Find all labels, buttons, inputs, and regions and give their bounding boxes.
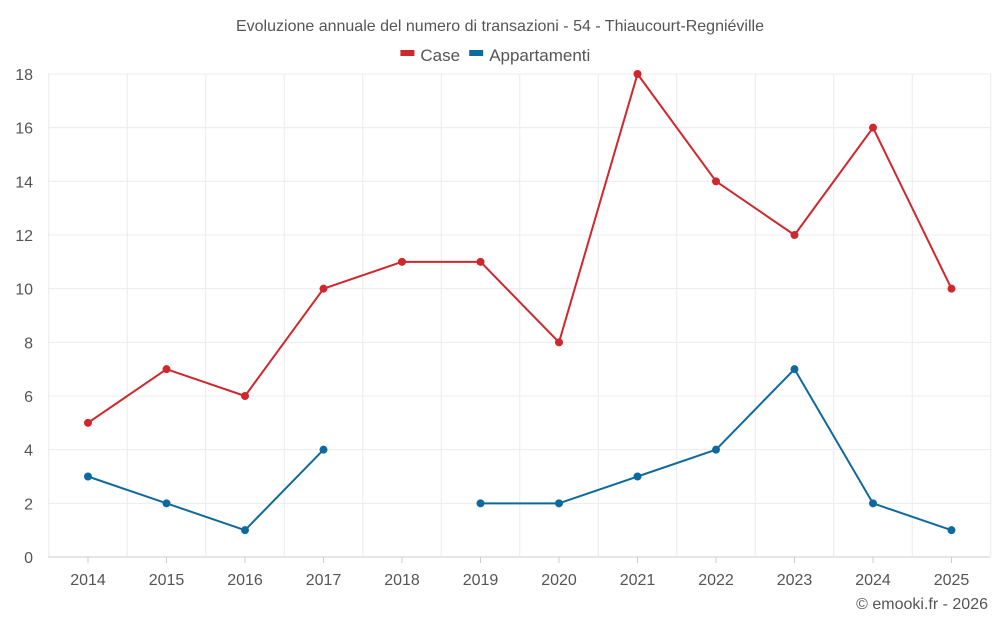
data-point-case[interactable] xyxy=(398,257,406,266)
legend-label: Appartamenti xyxy=(489,46,590,65)
data-point-case[interactable] xyxy=(712,177,720,186)
data-point-case[interactable] xyxy=(84,418,92,427)
y-tick-label: 12 xyxy=(15,228,33,245)
x-tick-label: 2022 xyxy=(698,572,734,589)
series-appartamenti xyxy=(84,365,956,535)
y-tick-label: 18 xyxy=(15,67,33,84)
legend-swatch xyxy=(469,50,484,56)
data-point-case[interactable] xyxy=(947,284,956,293)
y-tick-label: 10 xyxy=(15,282,33,299)
credit-text: © emooki.fr - 2026 xyxy=(856,596,988,613)
series-layer xyxy=(84,70,956,535)
x-tick-label: 2020 xyxy=(541,572,577,589)
data-point-case[interactable] xyxy=(476,257,485,266)
data-point-appartamenti[interactable] xyxy=(84,472,92,481)
series-case xyxy=(84,70,956,427)
chart-title: Evoluzione annuale del numero di transaz… xyxy=(236,18,764,35)
data-point-appartamenti[interactable] xyxy=(476,499,485,508)
data-point-case[interactable] xyxy=(241,392,249,400)
x-tick-label: 2015 xyxy=(149,572,185,589)
x-axis: 2014 2015 2016 2017 2018 2019 2020 2021 2022 2023… xyxy=(70,557,969,589)
y-tick-label: 14 xyxy=(15,174,33,191)
data-point-appartamenti[interactable] xyxy=(162,499,171,508)
x-tick-label: 2025 xyxy=(934,572,970,589)
x-tick-label: 2021 xyxy=(620,572,656,589)
y-tick-label: 4 xyxy=(24,443,33,460)
data-point-appartamenti[interactable] xyxy=(947,526,956,535)
grid xyxy=(48,73,992,558)
data-point-case[interactable] xyxy=(319,284,328,293)
legend: Case Appartamenti xyxy=(400,46,590,65)
legend-item-appartamenti[interactable]: Appartamenti xyxy=(469,46,590,65)
data-point-appartamenti[interactable] xyxy=(712,445,720,454)
y-tick-label: 0 xyxy=(24,550,33,567)
data-point-case[interactable] xyxy=(633,70,642,78)
legend-label: Case xyxy=(420,46,460,65)
data-point-appartamenti[interactable] xyxy=(790,365,799,374)
data-point-appartamenti[interactable] xyxy=(633,472,642,481)
x-tick-label: 2016 xyxy=(227,572,263,589)
legend-swatch xyxy=(400,50,415,56)
x-tick-label: 2024 xyxy=(855,572,891,589)
data-point-appartamenti[interactable] xyxy=(241,526,249,535)
legend-item-case[interactable]: Case xyxy=(400,46,460,65)
data-point-appartamenti[interactable] xyxy=(319,445,328,454)
y-tick-label: 2 xyxy=(24,496,33,513)
y-tick-label: 8 xyxy=(24,335,33,352)
data-point-case[interactable] xyxy=(162,365,171,374)
data-point-case[interactable] xyxy=(790,231,799,239)
y-tick-label: 6 xyxy=(24,389,33,406)
data-point-case[interactable] xyxy=(869,123,877,132)
x-tick-label: 2019 xyxy=(463,572,499,589)
x-tick-label: 2017 xyxy=(306,572,342,589)
x-tick-label: 2014 xyxy=(70,572,106,589)
y-tick-label: 16 xyxy=(15,121,33,138)
x-tick-label: 2023 xyxy=(777,572,813,589)
series-line-case xyxy=(87,73,953,424)
data-point-appartamenti[interactable] xyxy=(869,499,877,508)
data-point-case[interactable] xyxy=(555,338,563,347)
data-point-appartamenti[interactable] xyxy=(555,499,563,508)
y-axis: 0 2 4 6 8 10 12 14 16 18 xyxy=(15,67,33,567)
x-tick-label: 2018 xyxy=(384,572,420,589)
